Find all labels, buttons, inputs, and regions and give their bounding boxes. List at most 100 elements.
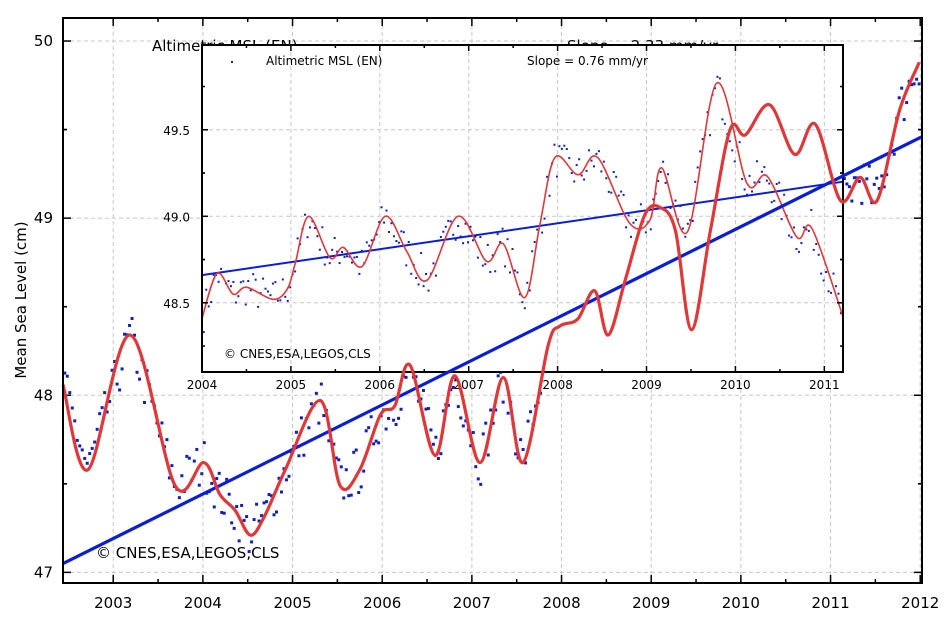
data-point	[123, 332, 127, 336]
data-point	[528, 289, 531, 292]
data-point	[728, 140, 731, 143]
data-point	[115, 382, 119, 386]
data-point	[264, 287, 267, 290]
data-point	[378, 221, 381, 224]
data-point	[343, 255, 346, 258]
data-point	[90, 446, 94, 450]
data-point	[360, 249, 363, 252]
x-tick-label: 2009	[632, 594, 670, 612]
data-point	[607, 190, 610, 193]
data-point	[630, 235, 633, 238]
data-point	[279, 490, 283, 494]
data-point	[392, 418, 396, 422]
data-point	[464, 419, 468, 423]
data-point	[588, 149, 591, 152]
data-point	[805, 228, 808, 231]
data-point	[669, 206, 672, 209]
data-point	[210, 481, 214, 485]
data-point	[877, 186, 881, 190]
data-point	[842, 177, 846, 181]
data-point	[486, 453, 490, 457]
data-point	[639, 203, 642, 206]
data-point	[212, 273, 215, 276]
data-point	[227, 492, 231, 496]
data-point	[506, 411, 510, 415]
data-point	[822, 279, 825, 282]
data-point	[279, 299, 282, 302]
data-point	[390, 222, 393, 225]
data-point	[308, 226, 311, 229]
data-point	[541, 231, 544, 234]
data-point	[459, 416, 463, 420]
data-point	[75, 438, 79, 442]
data-point	[452, 233, 455, 236]
data-point	[597, 150, 600, 153]
data-point	[454, 377, 458, 381]
data-point	[674, 199, 677, 202]
data-point	[339, 465, 343, 469]
data-point	[775, 182, 778, 185]
data-point	[827, 290, 830, 293]
data-point	[304, 213, 307, 216]
data-point	[410, 272, 413, 275]
data-point	[467, 241, 470, 244]
data-point	[415, 277, 418, 280]
data-point	[469, 225, 472, 228]
data-point	[457, 225, 460, 228]
data-point	[436, 456, 440, 460]
data-point	[359, 485, 363, 489]
data-point	[239, 281, 242, 284]
x-tick-label: 2010	[722, 594, 760, 612]
data-point	[652, 198, 655, 201]
x-tick-label: 2006	[363, 594, 401, 612]
data-point	[271, 282, 274, 285]
data-point	[346, 255, 349, 258]
data-point	[321, 226, 324, 229]
data-point	[235, 505, 239, 509]
data-point	[332, 442, 336, 446]
data-point	[659, 171, 662, 174]
data-point	[788, 234, 791, 237]
data-point	[397, 416, 401, 420]
data-point	[200, 472, 204, 476]
data-point	[469, 444, 473, 448]
data-point	[309, 402, 313, 406]
main-frame	[62, 17, 923, 584]
data-point	[696, 166, 699, 169]
data-point	[222, 511, 226, 515]
data-point	[912, 82, 916, 86]
data-point	[773, 199, 776, 202]
data-point	[362, 469, 366, 473]
data-point	[444, 225, 447, 228]
y-tick-label: 49	[34, 209, 53, 227]
data-point	[474, 465, 478, 469]
data-point	[242, 518, 246, 522]
data-point	[476, 256, 479, 259]
data-point	[481, 432, 485, 436]
data-point	[257, 519, 261, 523]
data-point	[314, 391, 318, 395]
data-point	[195, 447, 199, 451]
data-point	[583, 178, 586, 181]
data-point	[284, 478, 288, 482]
data-point	[220, 267, 223, 270]
data-point	[839, 312, 842, 315]
data-point	[882, 185, 886, 189]
y-tick-label: 49.0	[163, 210, 190, 224]
data-point	[334, 456, 338, 460]
inset-data-points	[202, 75, 842, 334]
data-point	[252, 273, 255, 276]
data-point	[721, 118, 724, 121]
data-point	[83, 456, 87, 460]
data-point	[568, 157, 571, 160]
data-point	[250, 540, 254, 544]
data-point	[387, 231, 390, 234]
data-point	[215, 477, 219, 481]
data-point	[341, 251, 344, 254]
data-point	[723, 122, 726, 125]
data-point	[318, 248, 321, 251]
data-point	[267, 493, 271, 497]
y-tick-label: 48	[34, 386, 53, 404]
data-point	[681, 227, 684, 230]
data-point	[563, 144, 566, 147]
